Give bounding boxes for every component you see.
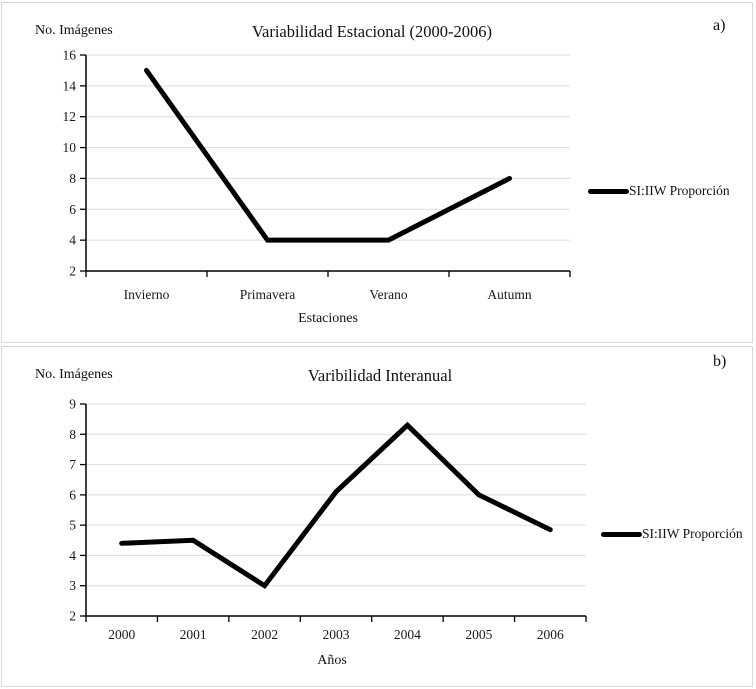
panel-b-interannual-variability-chart: 2 3 4 5 6 7 8 9 2000 2001 2002 2003 2004 2005 2006 No.…	[1, 346, 753, 687]
legend-label: SI:IIW Proporción	[642, 526, 743, 541]
x-category-label: 2005	[465, 627, 492, 642]
x-category-label: Primavera	[240, 287, 295, 302]
legend: SI:IIW Proporción	[588, 183, 730, 199]
y-tick-label: 10	[63, 140, 77, 155]
y-tick-label: 4	[69, 548, 76, 563]
y-tick-label: 4	[69, 233, 76, 248]
y-tick-label: 6	[69, 487, 76, 502]
x-category-label: 2002	[251, 627, 278, 642]
panel-letter-label: b)	[713, 353, 727, 370]
panel-a-seasonal-variability-chart: 2 4 6 8 10 12 14 16 Invierno Primavera Verano Autum…	[1, 2, 753, 343]
y-tick-label: 5	[69, 518, 76, 533]
y-axis-title: No. Imágenes	[35, 367, 113, 382]
y-tick-label: 2	[69, 264, 76, 279]
x-category-label: 2004	[394, 627, 421, 642]
x-axis-title: Años	[317, 653, 347, 668]
panel-letter-label: a)	[713, 17, 726, 34]
y-tick-label: 7	[69, 457, 76, 472]
y-tick-label: 14	[63, 78, 77, 93]
data-series-line	[119, 421, 553, 590]
legend: SI:IIW Proporción	[601, 526, 743, 542]
y-tick-label: 2	[69, 609, 76, 624]
y-axis-title: No. Imágenes	[35, 23, 113, 38]
x-category-label: 2001	[180, 627, 207, 642]
x-category-label: Autumn	[487, 287, 532, 302]
x-category-label: Verano	[369, 287, 407, 302]
legend-line-marker	[601, 531, 642, 537]
y-tick-label: 8	[69, 427, 76, 442]
interannual-line-chart-plot: 2 3 4 5 6 7 8 9 2000 2001 2002 2003 2004 2005 2006	[69, 397, 587, 642]
x-axis-title: Estaciones	[298, 311, 358, 326]
y-tick-label: 8	[69, 171, 76, 186]
x-category-label: 2006	[537, 627, 564, 642]
y-tick-label: 12	[63, 109, 77, 124]
data-series-line	[144, 67, 512, 243]
x-category-label: 2003	[323, 627, 350, 642]
legend-label: SI:IIW Proporción	[629, 183, 730, 198]
y-tick-label: 6	[69, 202, 76, 217]
chart-title: Varibilidad Interanual	[307, 366, 453, 385]
seasonal-line-chart-plot: 2 4 6 8 10 12 14 16 Invierno Primavera Verano Autum…	[63, 48, 571, 302]
y-tick-label: 3	[69, 578, 76, 593]
x-category-label: 2000	[108, 627, 135, 642]
x-category-label: Invierno	[124, 287, 170, 302]
chart-title: Variabilidad Estacional (2000-2006)	[251, 22, 493, 41]
legend-line-marker	[588, 188, 629, 194]
y-tick-label: 16	[63, 48, 77, 63]
y-tick-label: 9	[69, 397, 76, 412]
